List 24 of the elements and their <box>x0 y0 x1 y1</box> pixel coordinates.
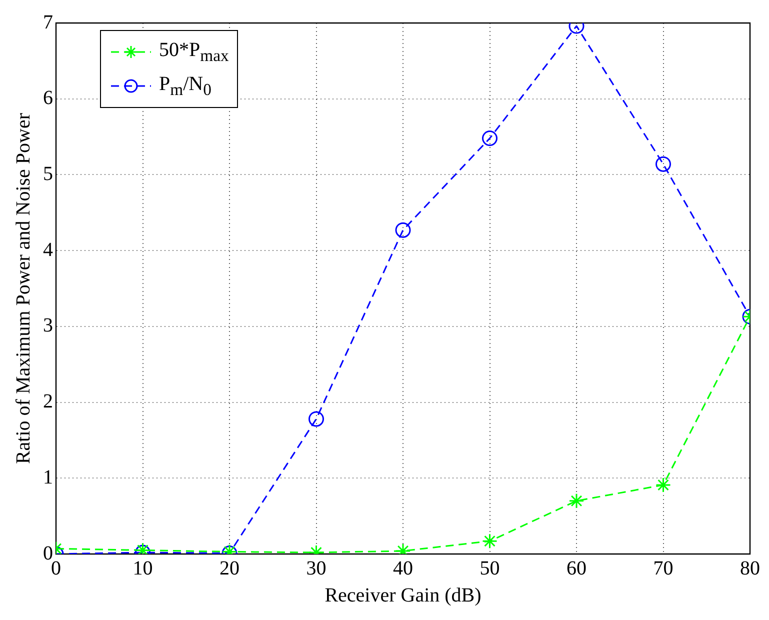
x-axis-title: Receiver Gain (dB) <box>324 584 482 606</box>
point <box>656 156 671 172</box>
x-tick-label: 10 <box>132 557 153 580</box>
y-tick-label: 1 <box>43 466 53 488</box>
x-tick-label: 30 <box>306 557 326 580</box>
x-tick-label: 50 <box>480 557 500 580</box>
y-tick-label: 4 <box>43 238 53 261</box>
y-tick-label: 2 <box>43 390 53 413</box>
y-tick-label: 5 <box>43 162 53 185</box>
y-tick-label: 0 <box>43 542 53 564</box>
y-tick-label: 6 <box>43 87 53 110</box>
y-axis-title: Ratio of Maximum Power and Noise Power <box>12 112 34 464</box>
legend-label: 50*P$_{max}$ <box>159 38 229 66</box>
x-tick-label: 40 <box>393 557 413 580</box>
x-tick-label: 60 <box>566 557 586 580</box>
legend-label: P$_{m}$/N$_{0}$ <box>159 72 212 100</box>
x-tick-label: 80 <box>740 557 760 580</box>
point <box>482 130 498 146</box>
y-tick-label: 3 <box>43 314 53 337</box>
x-tick-label: 70 <box>653 557 674 580</box>
point <box>395 222 411 238</box>
x-tick-label: 20 <box>220 557 240 580</box>
y-tick-label: 7 <box>43 11 53 34</box>
line-series <box>56 23 750 554</box>
